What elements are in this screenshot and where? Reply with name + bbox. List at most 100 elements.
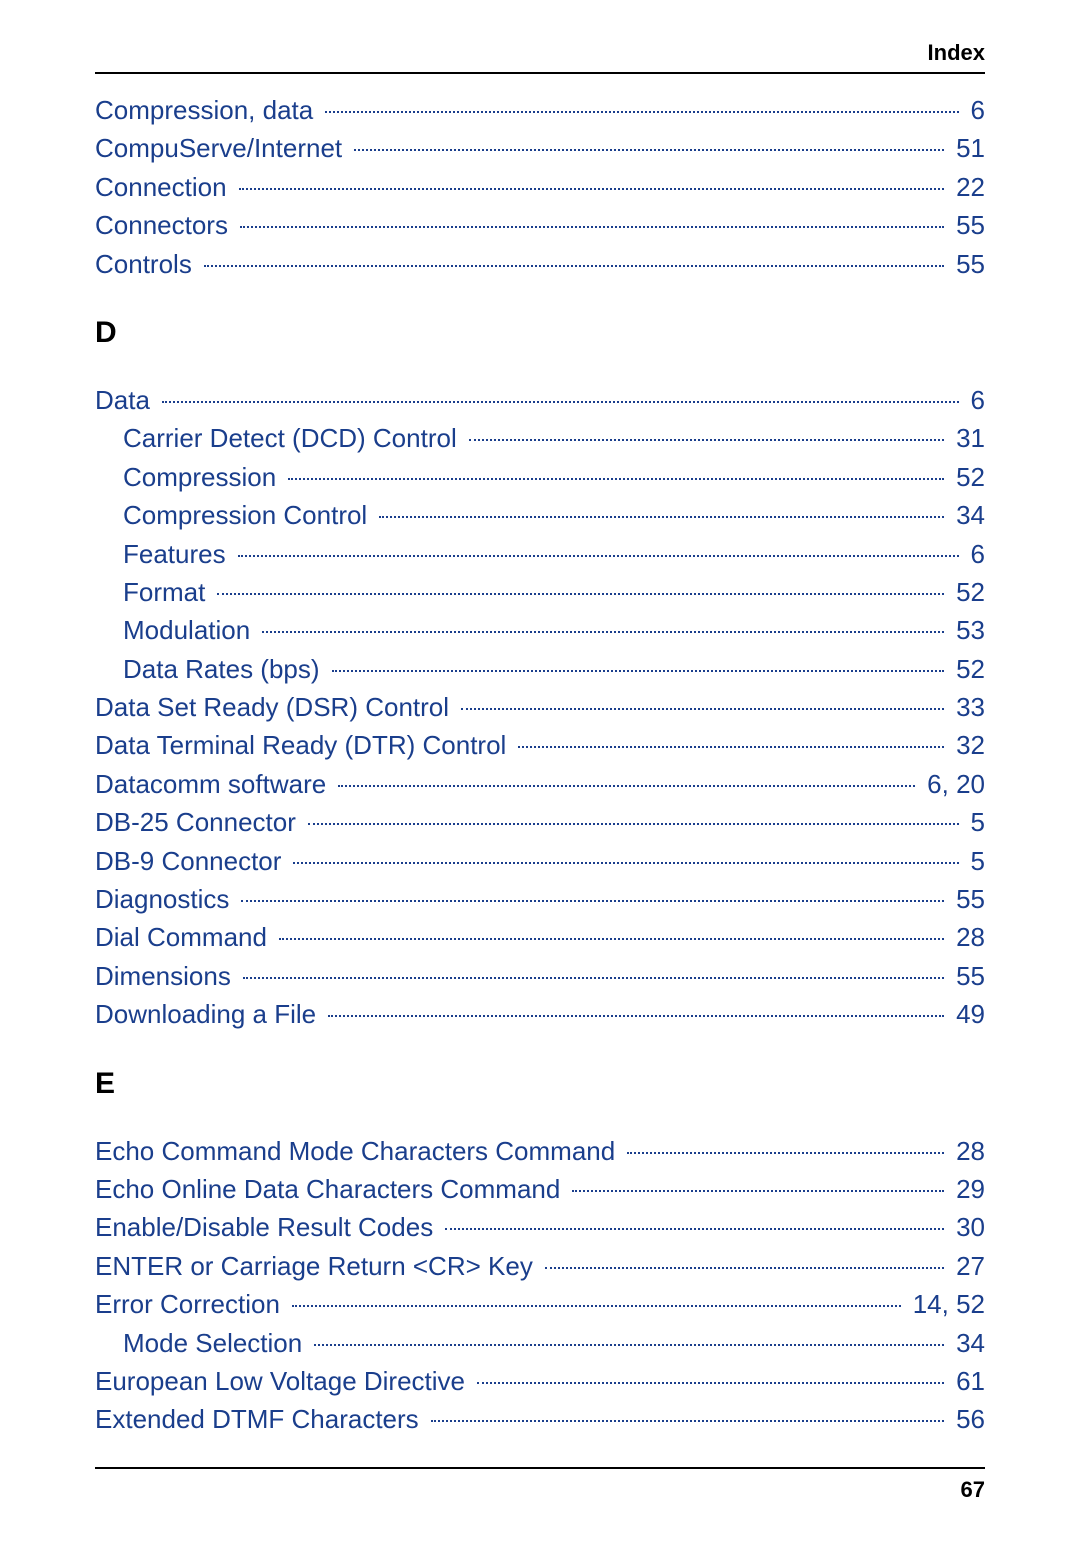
index-entry[interactable]: Mode Selection34	[95, 1325, 985, 1361]
index-entry-page: 49	[948, 996, 985, 1032]
leader-dots	[379, 516, 944, 518]
leader-dots	[204, 265, 944, 267]
index-entry[interactable]: Data Terminal Ready (DTR) Control 32	[95, 727, 985, 763]
index-entry[interactable]: DB-25 Connector 5	[95, 804, 985, 840]
index-entry-page: 51	[948, 130, 985, 166]
index-entry[interactable]: Compression 52	[95, 459, 985, 495]
leader-dots	[293, 862, 958, 864]
leader-dots	[239, 188, 945, 190]
index-entry-page: 6, 20	[919, 766, 985, 802]
index-entry-label: Data Terminal Ready (DTR) Control	[95, 727, 514, 763]
index-entry-label: Mode Selection	[123, 1325, 310, 1361]
leader-dots	[308, 823, 959, 825]
leader-dots	[325, 111, 958, 113]
index-entry-page: 34	[948, 497, 985, 533]
index-entry-page: 5	[963, 843, 985, 879]
index-entry[interactable]: Dial Command28	[95, 919, 985, 955]
leader-dots	[572, 1190, 944, 1192]
index-entry[interactable]: Controls 55	[95, 246, 985, 282]
index-entry[interactable]: ENTER or Carriage Return <CR> Key27	[95, 1248, 985, 1284]
index-entry[interactable]: DB-9 Connector 5	[95, 843, 985, 879]
index-entry-page: 29	[948, 1171, 985, 1207]
index-entry[interactable]: Downloading a File49	[95, 996, 985, 1032]
index-entry-label: Connectors	[95, 207, 236, 243]
index-entry-label: Modulation	[123, 612, 258, 648]
index-entry[interactable]: Carrier Detect (DCD) Control31	[95, 420, 985, 456]
index-entry-page: 22	[948, 169, 985, 205]
leader-dots	[262, 631, 944, 633]
leader-dots	[469, 439, 944, 441]
leader-dots	[461, 708, 944, 710]
index-entry[interactable]: CompuServe/Internet 51	[95, 130, 985, 166]
index-entry[interactable]: Compression, data6	[95, 92, 985, 128]
header-label: Index	[95, 40, 985, 66]
index-entry-page: 5	[963, 804, 985, 840]
index-entry-label: Data Set Ready (DSR) Control	[95, 689, 457, 725]
index-entry[interactable]: Connection 22	[95, 169, 985, 205]
leader-dots	[627, 1152, 944, 1154]
leader-dots	[243, 977, 944, 979]
index-entry-label: Dimensions	[95, 958, 239, 994]
index-entry[interactable]: Diagnostics55	[95, 881, 985, 917]
index-entry-page: 28	[948, 1133, 985, 1169]
index-entry-label: Connection	[95, 169, 235, 205]
index-entry[interactable]: Compression Control 34	[95, 497, 985, 533]
index-entry[interactable]: Data Rates (bps) 52	[95, 651, 985, 687]
leader-dots	[238, 555, 959, 557]
index-entry-page: 30	[948, 1209, 985, 1245]
index-entry-label: Data Rates (bps)	[123, 651, 328, 687]
index-entry[interactable]: Enable/Disable Result Codes30	[95, 1209, 985, 1245]
index-entry[interactable]: Datacomm software6, 20	[95, 766, 985, 802]
index-entry-page: 55	[948, 207, 985, 243]
leader-dots	[431, 1420, 944, 1422]
index-entry[interactable]: Echo Command Mode Characters Command 28	[95, 1133, 985, 1169]
index-entry-page: 53	[948, 612, 985, 648]
index-entry-label: Compression Control	[123, 497, 375, 533]
index-entry-page: 55	[948, 958, 985, 994]
index-entry[interactable]: Data Set Ready (DSR) Control33	[95, 689, 985, 725]
index-entry[interactable]: Dimensions 55	[95, 958, 985, 994]
index-entry-label: Compression	[123, 459, 284, 495]
index-entry-label: DB-25 Connector	[95, 804, 304, 840]
index-entry[interactable]: European Low Voltage Directive 61	[95, 1363, 985, 1399]
leader-dots	[292, 1305, 901, 1307]
index-entry-page: 14, 52	[905, 1286, 985, 1322]
header-rule	[95, 72, 985, 74]
index-entry-page: 6	[963, 536, 985, 572]
index-entry[interactable]: Data6	[95, 382, 985, 418]
index-entry-label: DB-9 Connector	[95, 843, 289, 879]
index-entry-page: 52	[948, 651, 985, 687]
leader-dots	[279, 938, 944, 940]
index-entry[interactable]: Format52	[95, 574, 985, 610]
index-body: Compression, data6CompuServe/Internet51C…	[95, 92, 985, 1438]
leader-dots	[354, 149, 944, 151]
page-number: 67	[95, 1477, 985, 1503]
index-entry-page: 61	[948, 1363, 985, 1399]
index-entry-label: CompuServe/Internet	[95, 130, 350, 166]
index-entry-label: European Low Voltage Directive	[95, 1363, 473, 1399]
leader-dots	[518, 746, 944, 748]
index-entry[interactable]: Extended DTMF Characters56	[95, 1401, 985, 1437]
leader-dots	[545, 1267, 944, 1269]
index-entry-page: 6	[963, 382, 985, 418]
index-entry[interactable]: Echo Online Data Characters Command29	[95, 1171, 985, 1207]
index-entry[interactable]: Features 6	[95, 536, 985, 572]
leader-dots	[314, 1344, 944, 1346]
leader-dots	[445, 1228, 944, 1230]
index-entry-label: Features	[123, 536, 234, 572]
index-entry-label: Controls	[95, 246, 200, 282]
leader-dots	[477, 1382, 944, 1384]
index-entry[interactable]: Connectors 55	[95, 207, 985, 243]
section-heading: D	[95, 316, 985, 350]
footer-rule	[95, 1467, 985, 1469]
index-entry-page: 56	[948, 1401, 985, 1437]
index-entry[interactable]: Error Correction14, 52	[95, 1286, 985, 1322]
index-entry-page: 52	[948, 459, 985, 495]
index-entry-page: 32	[948, 727, 985, 763]
leader-dots	[217, 593, 944, 595]
index-entry-page: 27	[948, 1248, 985, 1284]
index-entry-page: 55	[948, 246, 985, 282]
index-entry[interactable]: Modulation 53	[95, 612, 985, 648]
index-entry-label: Echo Command Mode Characters Command	[95, 1133, 623, 1169]
leader-dots	[288, 478, 944, 480]
